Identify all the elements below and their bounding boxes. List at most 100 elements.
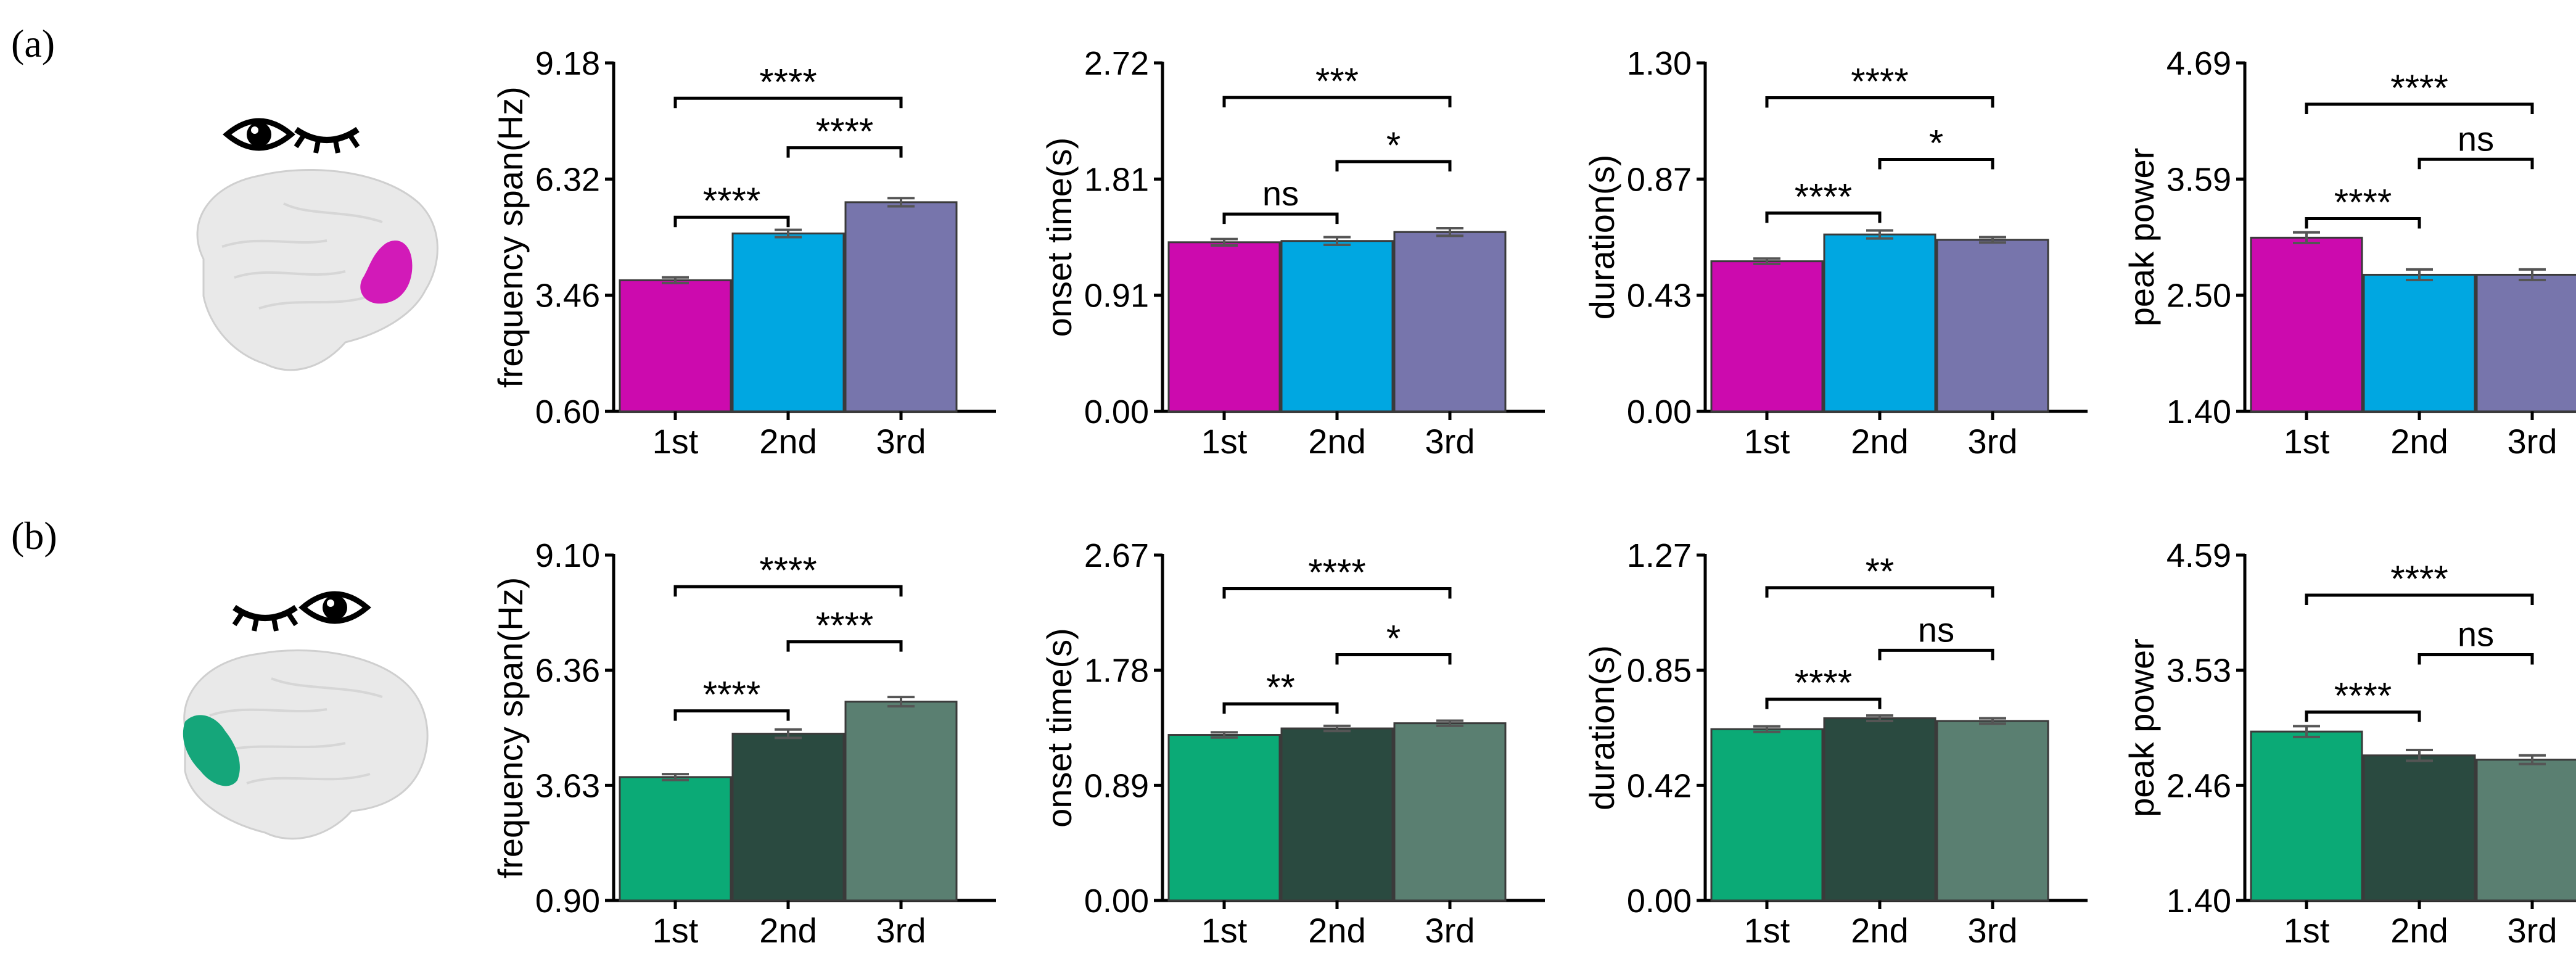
y-tick-label: 0.00 bbox=[1084, 393, 1149, 431]
significance-bracket bbox=[1335, 653, 1452, 665]
y-tick-label: 6.36 bbox=[535, 653, 600, 690]
bar bbox=[619, 279, 732, 413]
y-tick-label: 0.42 bbox=[1627, 767, 1692, 804]
open-eye-icon bbox=[298, 591, 371, 624]
chart-0-1: onset time(s) 0.00 0.91 1.81 2.72 1st 2nd 3rd ns… bbox=[1040, 45, 1545, 461]
significance-bracket bbox=[1765, 96, 1994, 108]
y-tick-label: 2.72 bbox=[1084, 45, 1149, 82]
bar bbox=[731, 233, 845, 413]
x-tick-label: 2nd bbox=[2390, 911, 2448, 950]
y-tick-label: 6.32 bbox=[535, 161, 600, 198]
bar bbox=[1280, 727, 1394, 902]
significance-label: ns bbox=[2458, 615, 2494, 654]
open-eye-icon bbox=[223, 118, 295, 151]
significance-bracket bbox=[786, 640, 903, 652]
bar bbox=[1823, 233, 1936, 413]
y-tick-label: 9.10 bbox=[535, 537, 600, 574]
bar bbox=[1823, 717, 1936, 902]
y-tick-label: 1.81 bbox=[1084, 161, 1149, 198]
y-axis-label: duration(s) bbox=[1582, 645, 1621, 810]
bar bbox=[2475, 273, 2576, 413]
y-tick-label: 9.18 bbox=[535, 45, 600, 82]
y-tick-label: 1.40 bbox=[2167, 883, 2231, 920]
bar bbox=[1936, 720, 2049, 902]
y-tick-label: 2.46 bbox=[2167, 767, 2231, 804]
bar bbox=[1710, 260, 1824, 413]
significance-label: **** bbox=[2334, 181, 2392, 223]
highlighted-region-frontal bbox=[360, 241, 413, 304]
significance-bracket bbox=[673, 96, 903, 109]
significance-bracket bbox=[1765, 698, 1882, 709]
y-tick-label: 2.50 bbox=[2167, 278, 2231, 315]
significance-label: ns bbox=[2458, 119, 2494, 158]
highlighted-region-occipital bbox=[183, 715, 240, 786]
significance-bracket bbox=[1878, 157, 1994, 170]
significance-bracket bbox=[1222, 96, 1452, 108]
y-tick-label: 1.30 bbox=[1627, 45, 1692, 82]
significance-label: **** bbox=[2390, 558, 2448, 599]
significance-bracket bbox=[1222, 587, 1452, 599]
significance-bracket bbox=[1765, 211, 1882, 223]
significance-bracket bbox=[1765, 586, 1994, 598]
bar bbox=[1280, 240, 1394, 413]
y-axis-label: onset time(s) bbox=[1040, 628, 1079, 828]
y-tick-label: 0.89 bbox=[1084, 767, 1149, 804]
x-tick-label: 1st bbox=[1744, 422, 1790, 461]
x-tick-label: 2nd bbox=[1851, 422, 1908, 461]
bar bbox=[1167, 734, 1281, 902]
x-tick-label: 2nd bbox=[759, 422, 817, 461]
x-tick-label: 2nd bbox=[1308, 422, 1365, 461]
x-tick-label: 1st bbox=[1744, 911, 1790, 950]
y-tick-label: 3.46 bbox=[535, 278, 600, 315]
bar bbox=[2363, 273, 2476, 413]
y-tick-label: 0.85 bbox=[1627, 653, 1692, 690]
x-tick-label: 3rd bbox=[2508, 422, 2557, 461]
significance-bracket bbox=[673, 215, 790, 228]
significance-label: **** bbox=[1795, 176, 1852, 217]
significance-bracket bbox=[673, 585, 903, 597]
brain-illustration-right bbox=[196, 169, 438, 371]
chart-1-3: peak power 1.40 2.46 3.53 4.59 1st 2nd 3rd **** n… bbox=[2122, 537, 2576, 950]
x-tick-label: 3rd bbox=[1968, 422, 2018, 461]
x-tick-label: 3rd bbox=[1425, 911, 1475, 950]
row-a-illustration bbox=[196, 118, 438, 371]
y-tick-label: 3.59 bbox=[2167, 161, 2231, 198]
bar bbox=[1393, 231, 1507, 413]
x-tick-label: 1st bbox=[652, 422, 699, 461]
panel-label-b: (b) bbox=[11, 514, 57, 558]
x-tick-label: 3rd bbox=[876, 911, 926, 950]
significance-bracket bbox=[2418, 653, 2534, 665]
significance-label: **** bbox=[759, 550, 817, 591]
significance-bracket bbox=[673, 709, 790, 721]
x-tick-label: 3rd bbox=[1425, 422, 1475, 461]
significance-bracket bbox=[1335, 160, 1452, 171]
bar bbox=[1710, 728, 1824, 902]
bar bbox=[1167, 241, 1281, 413]
significance-bracket bbox=[1222, 212, 1339, 225]
significance-bracket bbox=[786, 146, 903, 158]
y-tick-label: 1.27 bbox=[1627, 537, 1692, 574]
chart-0-3: peak power 1.40 2.50 3.59 4.69 1st 2nd 3rd **** n… bbox=[2122, 45, 2576, 461]
y-axis-label: duration(s) bbox=[1582, 155, 1621, 320]
y-axis-label: frequency span(Hz) bbox=[491, 577, 530, 879]
x-tick-label: 3rd bbox=[2508, 911, 2557, 950]
bar bbox=[619, 776, 732, 902]
brain-illustration-left bbox=[183, 649, 429, 840]
significance-label: **** bbox=[1851, 61, 1908, 102]
significance-label: ** bbox=[1266, 667, 1295, 708]
y-axis-label: peak power bbox=[2122, 638, 2161, 817]
significance-label: ** bbox=[1866, 551, 1895, 592]
significance-label: ns bbox=[1262, 174, 1299, 213]
y-tick-label: 3.53 bbox=[2167, 653, 2231, 690]
significance-bracket bbox=[2418, 157, 2534, 170]
bar bbox=[1393, 722, 1507, 902]
significance-label: *** bbox=[1315, 60, 1359, 102]
y-tick-label: 0.60 bbox=[535, 393, 600, 431]
closed-eye-icon bbox=[232, 604, 298, 632]
y-tick-label: 2.67 bbox=[1084, 537, 1149, 574]
significance-label: **** bbox=[1308, 552, 1365, 593]
significance-label: * bbox=[1386, 125, 1401, 166]
y-tick-label: 0.00 bbox=[1084, 883, 1149, 920]
